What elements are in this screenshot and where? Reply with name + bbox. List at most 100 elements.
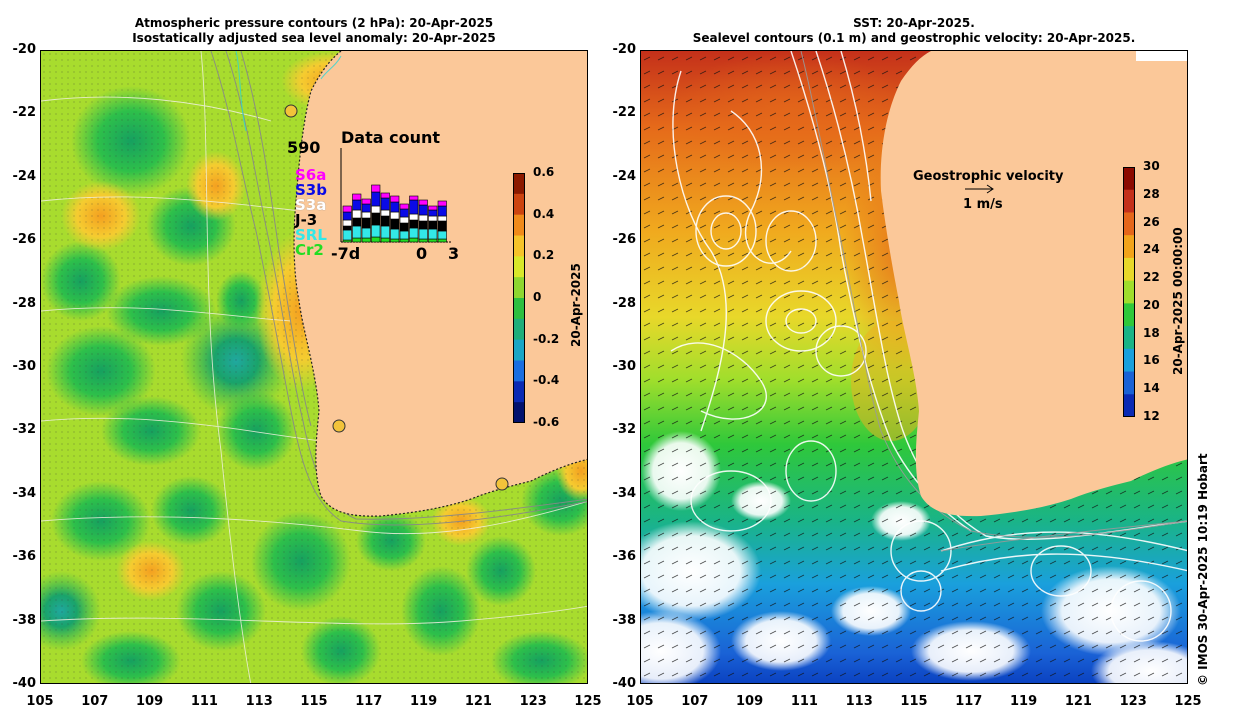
histogram-bar-segment xyxy=(361,237,371,243)
histogram-bar-segment xyxy=(437,230,447,240)
histogram-bar-segment xyxy=(428,238,438,243)
colorbar-swatch xyxy=(513,214,525,236)
sla-colorbar-label: 20-Apr-2025 xyxy=(569,263,583,347)
data-count-inset: Data count 590 S6a S3b S3a J-3 SRL Cr2 -7d 0 … xyxy=(281,126,461,266)
mission-legend-j-3: J-3 xyxy=(295,211,318,229)
colorbar-tick-label: -0.6 xyxy=(533,415,560,429)
histogram-bar-segment xyxy=(342,225,352,231)
histogram-bar-segment xyxy=(380,209,390,217)
colorbar-swatch xyxy=(1123,303,1135,327)
left-lon-tick: 111 xyxy=(190,694,218,709)
colorbar-tick-label: 0.6 xyxy=(533,165,555,179)
histogram-bar-segment xyxy=(437,238,447,243)
histogram-bar-segment xyxy=(399,203,409,210)
histogram-bar-segment xyxy=(437,215,447,222)
right-map-title: SST: 20-Apr-2025. Sealevel contours (0.1… xyxy=(640,16,1188,50)
left-lat-tick: -38 xyxy=(12,612,37,628)
colorbar-tick-label: -0.4 xyxy=(533,373,560,388)
histogram-bar-segment xyxy=(399,238,409,243)
sst-colorbar: 30 28 26 24 22 20 18 16 14 12 xyxy=(1123,159,1187,427)
histogram-bar-segment xyxy=(418,199,428,206)
histogram-bar-segment xyxy=(342,219,352,227)
colorbar-swatch xyxy=(1123,326,1135,350)
histogram-bar-segment xyxy=(428,209,438,217)
sla-colorbar-gradient xyxy=(513,173,525,423)
histogram-bar-segment xyxy=(409,199,419,215)
left-lat-tick: -32 xyxy=(12,422,37,438)
colorbar-tick-label: 14 xyxy=(1143,381,1160,396)
histogram-bar-segment xyxy=(390,211,400,220)
colorbar-swatch xyxy=(513,360,525,382)
histogram-bar-segment xyxy=(437,200,447,207)
velocity-scale-label: 1 m/s xyxy=(963,197,1003,212)
colorbar-swatch xyxy=(513,173,525,195)
histogram-bar-segment xyxy=(352,193,362,201)
sst-map: Geostrophic velocity 1 m/s 30 28 26 24 22 20 1… xyxy=(640,50,1188,684)
histogram-bar-segment xyxy=(437,220,447,232)
left-title-line1: Atmospheric pressure contours (2 hPa): 2… xyxy=(134,16,494,30)
mission-legend: S6a S3b S3a J-3 SRL Cr2 xyxy=(295,168,327,258)
right-lat-tick: -34 xyxy=(612,485,637,501)
histogram-bar-segment xyxy=(418,220,428,230)
colorbar-tick-label: 28 xyxy=(1143,186,1160,201)
right-title-line1: SST: 20-Apr-2025. xyxy=(853,16,975,30)
sealevel-contours xyxy=(670,51,1187,642)
histogram-bar-segment xyxy=(409,227,419,239)
left-map-title: Atmospheric pressure contours (2 hPa): 2… xyxy=(40,16,588,50)
colorbar-swatch xyxy=(1123,257,1135,282)
left-lon-tick: 105 xyxy=(26,694,54,709)
colorbar-tick-label: 20 xyxy=(1143,297,1160,312)
histogram-bar-segment xyxy=(352,225,362,239)
left-lon-tick: 117 xyxy=(355,694,383,709)
colorbar-swatch xyxy=(1123,189,1135,213)
histogram-bar-segment xyxy=(361,227,371,239)
colorbar-swatch xyxy=(1123,348,1135,373)
right-lat-tick: -22 xyxy=(612,105,637,121)
right-lon-tick: 111 xyxy=(790,694,818,709)
colorbar-tick-label: 24 xyxy=(1143,242,1160,257)
histogram-bar-segment xyxy=(371,205,381,214)
right-lat-tick: -38 xyxy=(612,612,637,628)
histogram-bar-segment xyxy=(352,217,362,227)
colorbar-swatch xyxy=(1123,280,1135,304)
data-count-xtick-zero: 0 xyxy=(416,244,428,263)
colorbar-tick-label: -0.2 xyxy=(533,331,560,346)
right-lon-tick: 119 xyxy=(1010,694,1038,709)
left-lat-tick: -22 xyxy=(12,105,37,121)
histogram-bar-segment xyxy=(409,195,419,201)
data-count-max: 590 xyxy=(287,138,321,157)
histogram-bar-segment xyxy=(361,198,371,205)
histogram-bar-segment xyxy=(361,217,371,229)
colorbar-tick-label: 16 xyxy=(1143,353,1160,368)
colorbar-swatch xyxy=(1123,371,1135,395)
australia-landmass-sst xyxy=(880,51,1187,517)
histogram-bar-segment xyxy=(399,230,409,240)
histogram-bar-segment xyxy=(342,239,352,243)
colorbar-tick-label: 0 xyxy=(533,290,542,304)
data-count-histogram xyxy=(340,148,451,243)
histogram-bar-segment xyxy=(390,195,400,203)
histogram-bar-segment xyxy=(390,218,400,230)
left-lat-tick: -26 xyxy=(12,232,37,248)
left-lon-tick: 121 xyxy=(464,694,492,709)
right-lat-tick: -30 xyxy=(612,359,637,374)
sst-colorbar-label: 20-Apr-2025 00:00:00 xyxy=(1171,227,1185,375)
right-lat-tick: -40 xyxy=(612,676,637,691)
histogram-bar-segment xyxy=(399,216,409,224)
colorbar-swatch xyxy=(513,277,525,299)
right-lon-tick: 125 xyxy=(1174,694,1202,709)
bathymetry-contours-sst xyxy=(800,51,1187,552)
histogram-bar-segment xyxy=(390,238,400,243)
right-lon-tick: 123 xyxy=(1119,694,1147,709)
colorbar-swatch xyxy=(513,318,525,341)
histogram-bar-segment xyxy=(418,214,428,222)
left-lon-tick: 109 xyxy=(136,694,164,709)
histogram-bar-segment xyxy=(409,219,419,229)
histogram-bar-segment xyxy=(409,237,419,243)
colorbar-swatch xyxy=(1123,167,1135,191)
right-lat-tick: -24 xyxy=(612,168,637,184)
colorbar-swatch xyxy=(513,235,525,257)
right-lon-tick: 117 xyxy=(955,694,983,709)
histogram-bar-segment xyxy=(418,228,428,240)
histogram-bar-segment xyxy=(371,236,381,243)
